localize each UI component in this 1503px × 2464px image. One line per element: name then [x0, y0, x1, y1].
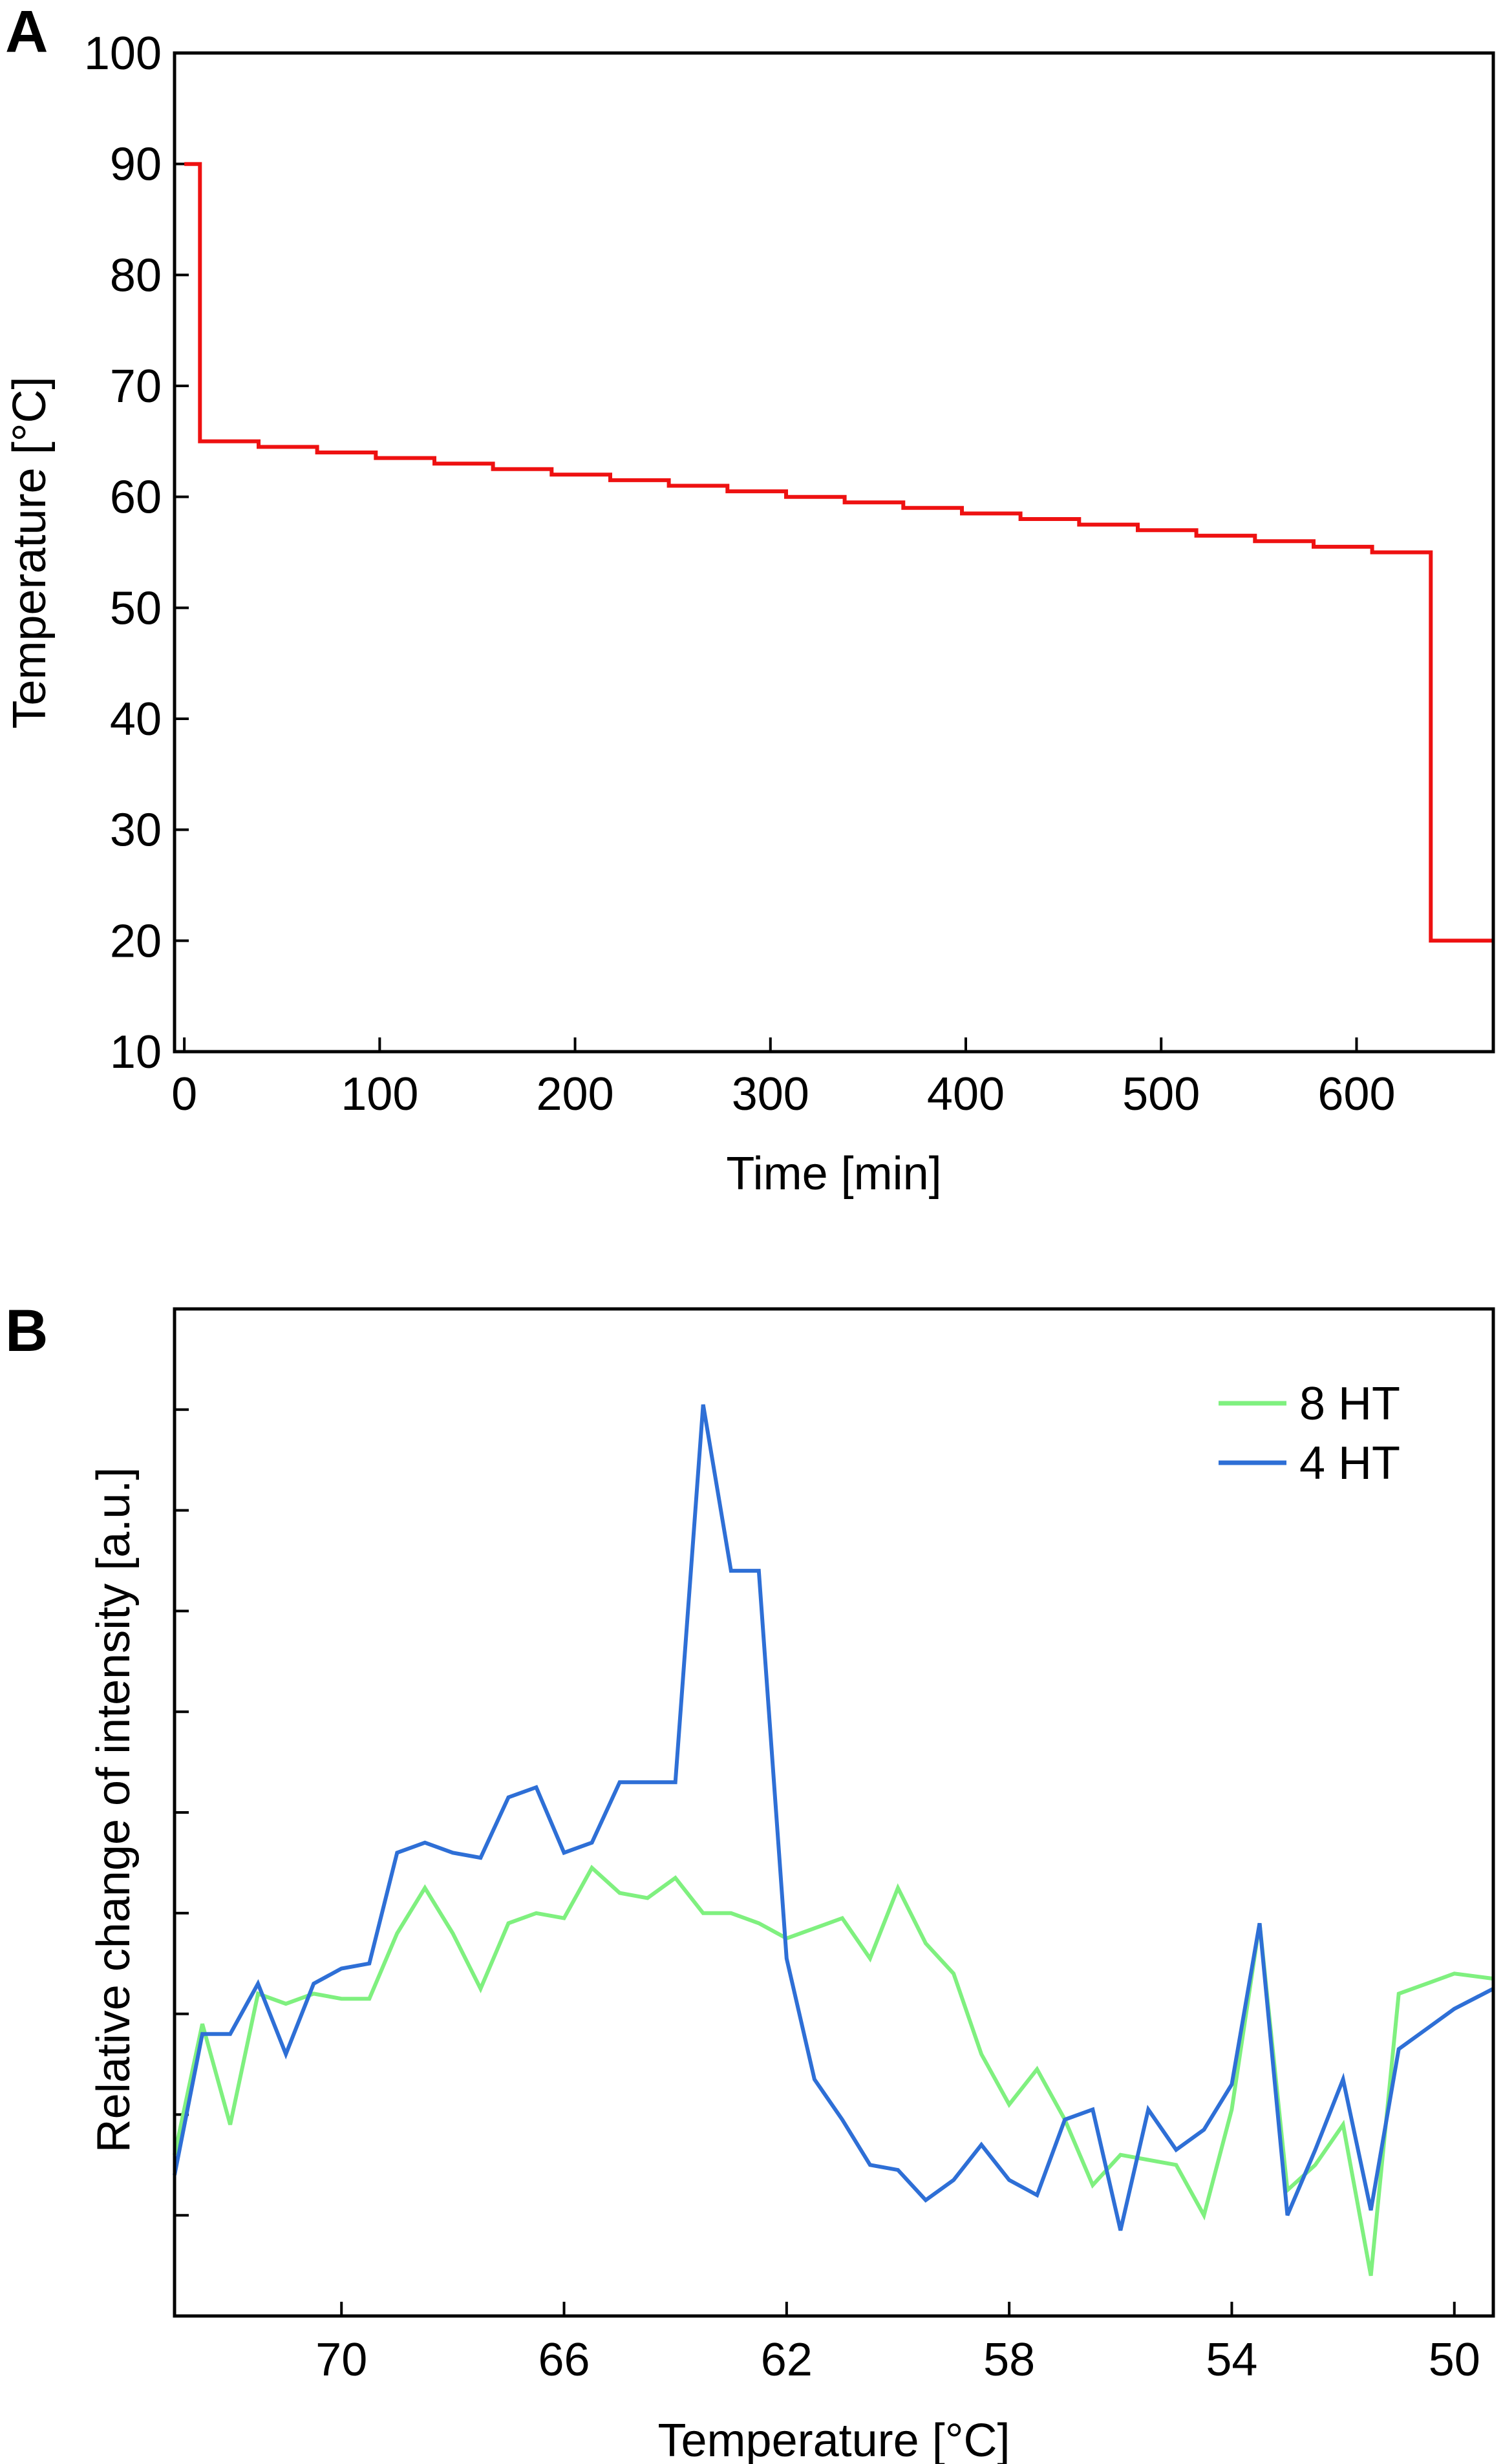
- x-tick-label: 70: [315, 2334, 367, 2386]
- series-line-8ht: [173, 1864, 1494, 2277]
- legend-label-4ht: 4 HT: [1299, 1438, 1400, 1489]
- panel-a-frame: [173, 51, 1495, 1054]
- x-tick-label: 300: [732, 1068, 809, 1120]
- panel-b-x-axis-title: Temperature [°C]: [658, 2415, 1010, 2464]
- y-tick-label: 40: [110, 694, 162, 745]
- y-tick-label: 80: [110, 250, 162, 301]
- panel-b-letter: B: [5, 1298, 48, 1364]
- x-tick-label: 62: [761, 2334, 813, 2386]
- x-tick-label: 600: [1317, 1068, 1395, 1120]
- y-tick-label: 90: [110, 139, 162, 191]
- panel-a-letter: A: [5, 0, 48, 65]
- y-tick-label: 50: [110, 582, 162, 634]
- x-tick-label: 50: [1429, 2334, 1480, 2386]
- series-line-4ht: [173, 1404, 1495, 2231]
- x-tick-label: 200: [536, 1068, 613, 1120]
- y-tick-label: 30: [110, 805, 162, 856]
- panel-b-frame: [173, 1307, 1495, 2318]
- legend-label-8ht: 8 HT: [1299, 1378, 1400, 1430]
- panel-a-x-axis-title: Time [min]: [726, 1148, 941, 1200]
- y-tick-label: 60: [110, 472, 162, 524]
- panel-b-chart: B 70 66 62 58 54 50 8 HT 4 HT Temperature [°C…: [5, 1298, 1495, 2464]
- panel-a-y-axis-title: Temperature [°C]: [4, 377, 56, 729]
- y-tick-label: 20: [110, 915, 162, 967]
- x-tick-label: 0: [171, 1068, 197, 1120]
- y-tick-label: 10: [110, 1026, 162, 1078]
- temperature-step-line: [184, 162, 1493, 943]
- panel-a-chart: A 0 100 200 300 400 500 600 10 20 30 40 50 60 70 80 90 1…: [4, 0, 1495, 1200]
- x-tick-label: 100: [341, 1068, 418, 1120]
- y-tick-label: 70: [110, 361, 162, 412]
- x-tick-label: 500: [1122, 1068, 1200, 1120]
- legend: 8 HT 4 HT: [1219, 1378, 1400, 1489]
- x-tick-label: 54: [1206, 2334, 1257, 2386]
- panel-b-y-axis-title: Relative change of intensity [a.u.]: [88, 1467, 140, 2153]
- x-tick-label: 66: [538, 2334, 590, 2386]
- x-tick-label: 58: [983, 2334, 1035, 2386]
- y-tick-label: 100: [84, 28, 162, 80]
- x-tick-label: 400: [927, 1068, 1005, 1120]
